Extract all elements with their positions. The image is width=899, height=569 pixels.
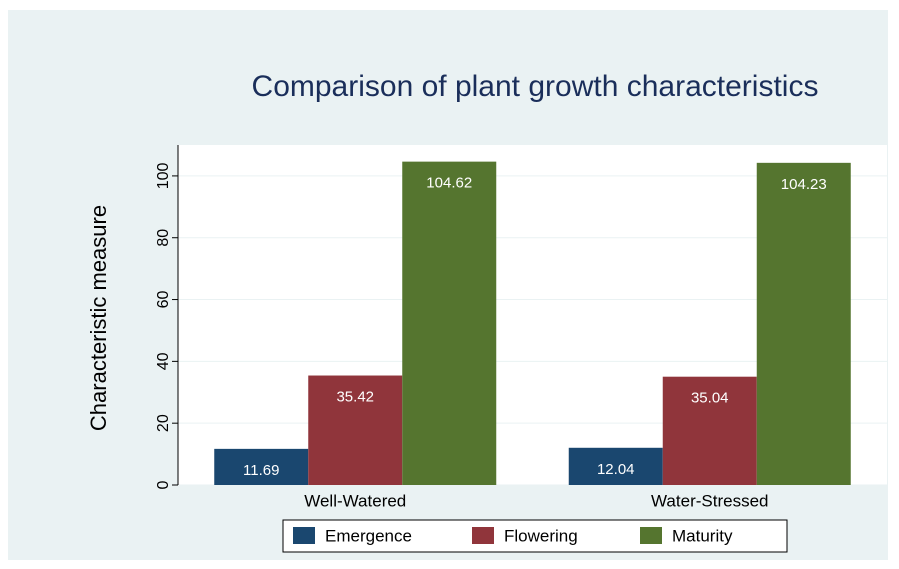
bar (568, 447, 663, 485)
legend-label: Flowering (504, 526, 578, 545)
legend-swatch (472, 527, 494, 544)
y-axis-title: Characteristic measure (86, 205, 111, 431)
legend-swatch (640, 527, 662, 544)
y-tick-label: 40 (155, 352, 172, 370)
value-label: 35.04 (691, 390, 729, 407)
legend-label: Emergence (325, 526, 412, 545)
legend (282, 519, 788, 553)
legend-label: Maturity (672, 526, 733, 545)
y-tick-label: 0 (155, 480, 172, 489)
bar (756, 162, 851, 486)
value-label: 12.04 (597, 461, 635, 478)
bar (402, 161, 497, 485)
value-label: 104.23 (781, 176, 827, 193)
x-tick-label: Water-Stressed (651, 491, 768, 510)
y-tick-label: 100 (155, 162, 172, 189)
bar (662, 376, 757, 485)
chart-title: Comparison of plant growth characteristi… (252, 70, 819, 103)
value-label: 35.42 (336, 388, 374, 405)
bar (308, 375, 403, 485)
value-label: 11.69 (243, 462, 279, 479)
y-tick-label: 60 (155, 291, 172, 309)
y-tick-label: 80 (155, 229, 172, 247)
value-label: 104.62 (426, 175, 472, 192)
y-tick-label: 20 (155, 414, 172, 432)
legend-swatch (293, 527, 315, 544)
bar (214, 448, 309, 485)
x-tick-label: Well-Watered (304, 491, 406, 510)
